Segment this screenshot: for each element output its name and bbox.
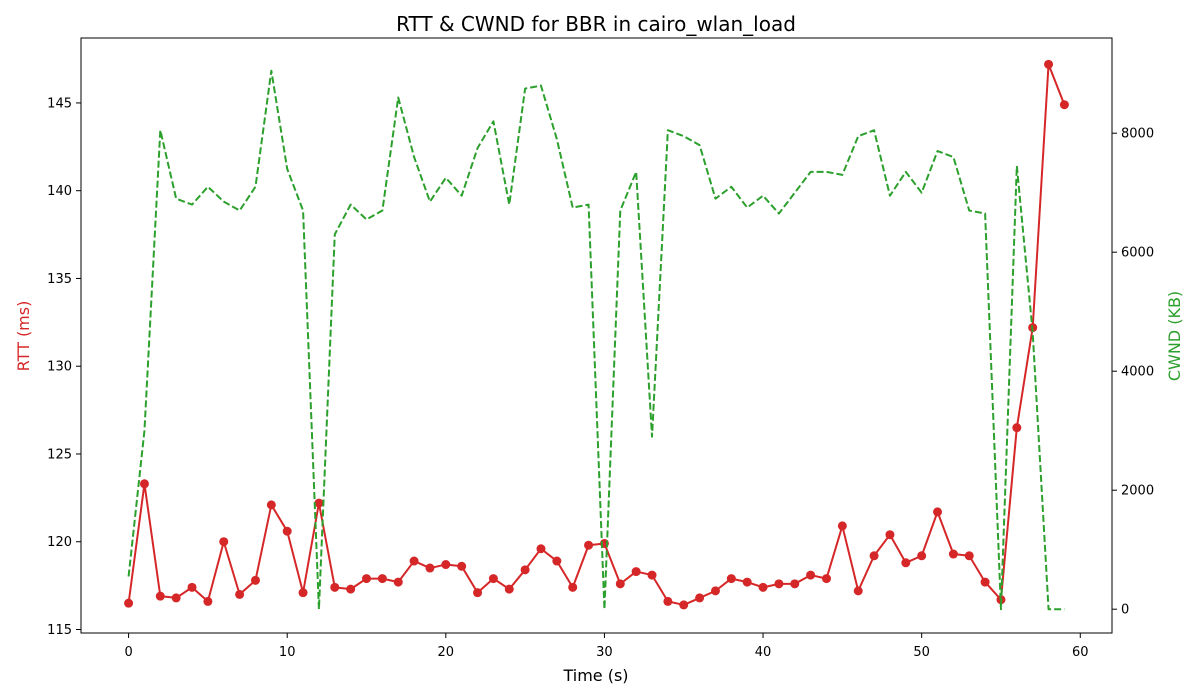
rtt-data-point xyxy=(726,574,736,584)
rtt-data-point xyxy=(298,588,308,598)
rtt-data-point xyxy=(1044,59,1054,69)
rtt-data-point xyxy=(457,561,467,571)
rtt-data-point xyxy=(742,577,752,587)
x-axis-label: Time (s) xyxy=(562,666,628,685)
rtt-data-point xyxy=(774,579,784,589)
plot-area xyxy=(124,59,1069,611)
plot-frame xyxy=(80,37,1113,634)
rtt-data-point xyxy=(1012,423,1022,433)
rtt-data-point xyxy=(504,584,514,594)
rtt-data-point xyxy=(679,600,689,610)
rtt-data-point xyxy=(584,540,594,550)
left-y-tick-label: 135 xyxy=(47,272,72,287)
x-axis: 0 10 20 30 40 50 60 xyxy=(124,633,1089,660)
rtt-data-point xyxy=(901,558,911,568)
rtt-data-point xyxy=(695,593,705,603)
right-y-tick-label: 4000 xyxy=(1121,365,1154,380)
rtt-data-point xyxy=(520,565,530,575)
right-y-axis-label: CWND (KB) xyxy=(1165,291,1184,381)
right-y-tick-label: 0 xyxy=(1121,603,1129,618)
rtt-data-point xyxy=(139,479,149,489)
rtt-data-point xyxy=(917,551,927,561)
left-y-tick-label: 145 xyxy=(47,96,72,111)
left-y-tick-label: 125 xyxy=(47,447,72,462)
rtt-data-point xyxy=(948,549,958,559)
right-y-tick-label: 6000 xyxy=(1121,246,1154,261)
rtt-data-point xyxy=(425,563,435,573)
rtt-data-point xyxy=(282,526,292,536)
rtt-data-point xyxy=(933,507,943,517)
rtt-data-point xyxy=(869,551,879,561)
rtt-data-point xyxy=(409,556,419,566)
right-y-tick-label: 2000 xyxy=(1121,484,1154,499)
rtt-data-point xyxy=(203,596,213,606)
left-y-tick-label: 140 xyxy=(47,184,72,199)
rtt-series-line xyxy=(127,63,1066,606)
rtt-data-point xyxy=(488,574,498,584)
right-y-tick-label: 8000 xyxy=(1121,127,1154,142)
rtt-data-point xyxy=(663,596,673,606)
rtt-data-point xyxy=(758,582,768,592)
rtt-data-point xyxy=(187,582,197,592)
right-y-axis: 0 2000 4000 6000 8000 xyxy=(1112,127,1154,618)
left-y-tick-label: 120 xyxy=(47,535,72,550)
rtt-data-point xyxy=(536,544,546,554)
rtt-data-point xyxy=(710,586,720,596)
rtt-data-point xyxy=(473,588,483,598)
rtt-data-point xyxy=(330,582,340,592)
x-tick-label: 40 xyxy=(755,645,772,660)
rtt-data-point xyxy=(790,579,800,589)
x-tick-label: 30 xyxy=(596,645,613,660)
rtt-data-point xyxy=(821,574,831,584)
rtt-data-point xyxy=(615,579,625,589)
rtt-data-point xyxy=(377,574,387,584)
rtt-data-point xyxy=(346,584,356,594)
rtt-data-point xyxy=(155,591,165,601)
rtt-data-point xyxy=(219,537,229,547)
rtt-data-point xyxy=(837,521,847,531)
rtt-data-point xyxy=(314,498,324,508)
rtt-data-point xyxy=(552,556,562,566)
rtt-data-point xyxy=(568,582,578,592)
x-tick-label: 10 xyxy=(279,645,296,660)
x-tick-label: 50 xyxy=(913,645,930,660)
rtt-data-point xyxy=(124,598,134,608)
rtt-data-point xyxy=(980,577,990,587)
rtt-data-point xyxy=(1059,100,1069,110)
rtt-data-point xyxy=(806,570,816,580)
left-y-axis: 115 120 125 130 135 140 145 xyxy=(47,96,81,638)
x-tick-label: 20 xyxy=(438,645,455,660)
rtt-data-point xyxy=(853,586,863,596)
rtt-data-point xyxy=(235,589,245,599)
left-y-tick-label: 130 xyxy=(47,360,72,375)
rtt-data-point xyxy=(250,575,260,585)
rtt-data-point xyxy=(441,560,451,570)
left-y-axis-label: RTT (ms) xyxy=(14,301,33,372)
rtt-data-point xyxy=(362,574,372,584)
chart-title: RTT & CWND for BBR in cairo_wlan_load xyxy=(396,12,796,36)
left-y-tick-label: 115 xyxy=(47,623,72,638)
rtt-data-point xyxy=(631,567,641,577)
rtt-data-point xyxy=(266,500,276,510)
rtt-data-point xyxy=(885,530,895,540)
cwnd-series-line xyxy=(127,69,1065,611)
rtt-data-point xyxy=(964,551,974,561)
x-tick-label: 60 xyxy=(1072,645,1089,660)
rtt-data-point xyxy=(393,577,403,587)
x-tick-label: 0 xyxy=(124,645,132,660)
rtt-data-point xyxy=(171,593,181,603)
rtt-data-point xyxy=(647,570,657,580)
